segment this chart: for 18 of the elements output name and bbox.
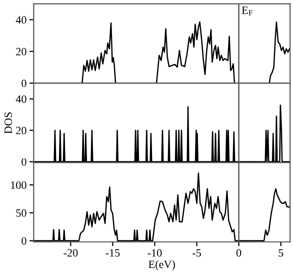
y-tick-label: 20 (16, 126, 26, 134)
y-tick-label: 0 (22, 158, 26, 166)
y-tick-label: 20 (16, 48, 26, 56)
y-axis-title: DOS (4, 112, 12, 134)
x-tick-label: -15 (106, 249, 120, 257)
x-tick-label: -20 (64, 249, 78, 257)
x-axis-title: E(eV) (148, 260, 175, 270)
y-tick-label: 40 (16, 95, 26, 103)
y-tick-label: 0 (22, 237, 26, 245)
x-tick-label: -5 (192, 249, 201, 257)
x-tick-label: -10 (148, 249, 162, 257)
y-tick-label: 0 (22, 80, 26, 88)
x-tick-label: 0 (236, 249, 242, 257)
y-tick-label: 50 (16, 209, 26, 217)
y-tick-label: 40 (16, 16, 26, 24)
x-tick-label: 5 (278, 249, 284, 257)
ref-line-label: E$_{F}$ (242, 6, 252, 16)
y-tick-label: 100 (11, 181, 26, 189)
